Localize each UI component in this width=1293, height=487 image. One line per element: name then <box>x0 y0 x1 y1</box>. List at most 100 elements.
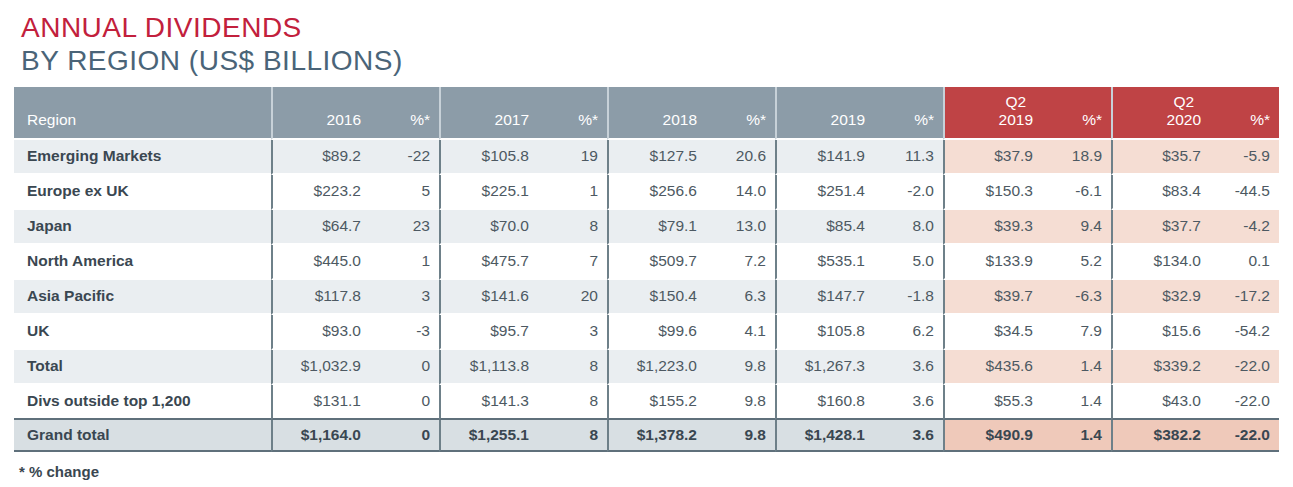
pct-cell: 3 <box>543 315 607 350</box>
value-cell: $1,428.1 <box>775 420 879 452</box>
pct-cell: 19 <box>543 140 607 175</box>
value-cell: $39.7 <box>943 280 1047 315</box>
pct-cell: -4.2 <box>1215 210 1279 245</box>
value-cell: $105.8 <box>775 315 879 350</box>
pct-cell: 20 <box>543 280 607 315</box>
pct-cell: -22.0 <box>1215 385 1279 420</box>
pct-cell: 8 <box>543 210 607 245</box>
pct-cell: 3 <box>375 280 439 315</box>
value-cell: $509.7 <box>607 245 711 280</box>
value-cell: $535.1 <box>775 245 879 280</box>
pct-cell: 3.6 <box>879 420 943 452</box>
value-cell: $85.4 <box>775 210 879 245</box>
pct-cell: -22.0 <box>1215 420 1279 452</box>
value-cell: $127.5 <box>607 140 711 175</box>
column-header-pct: %* <box>711 87 775 140</box>
pct-cell: -22 <box>375 140 439 175</box>
table-row: Divs outside top 1,200$131.10$141.38$155… <box>14 385 1279 420</box>
pct-cell: -1.8 <box>879 280 943 315</box>
table-row: Asia Pacific$117.83$141.620$150.46.3$147… <box>14 280 1279 315</box>
page: ANNUAL DIVIDENDS BY REGION (US$ BILLIONS… <box>0 0 1293 480</box>
pct-cell: 23 <box>375 210 439 245</box>
pct-cell: 0 <box>375 385 439 420</box>
pct-cell: 7.9 <box>1047 315 1111 350</box>
value-cell: $64.7 <box>271 210 375 245</box>
pct-cell: 20.6 <box>711 140 775 175</box>
pct-cell: 6.2 <box>879 315 943 350</box>
column-header-pct: %* <box>879 87 943 140</box>
value-cell: $70.0 <box>439 210 543 245</box>
column-header-2017: 2017 <box>439 87 543 140</box>
pct-cell: 13.0 <box>711 210 775 245</box>
value-cell: $490.9 <box>943 420 1047 452</box>
value-cell: $141.3 <box>439 385 543 420</box>
region-cell: Total <box>14 350 271 385</box>
region-cell: North America <box>14 245 271 280</box>
value-cell: $1,223.0 <box>607 350 711 385</box>
pct-cell: 4.1 <box>711 315 775 350</box>
dividends-table: Region2016%*2017%*2018%*2019%*Q22019%*Q2… <box>14 87 1279 452</box>
column-header-label: 2016 <box>327 111 361 129</box>
footnote: * % change <box>19 463 1279 480</box>
page-title: ANNUAL DIVIDENDS BY REGION (US$ BILLIONS… <box>21 12 1279 78</box>
value-cell: $445.0 <box>271 245 375 280</box>
region-cell: Grand total <box>14 420 271 452</box>
value-cell: $37.7 <box>1111 210 1215 245</box>
value-cell: $35.7 <box>1111 140 1215 175</box>
table-header-row: Region2016%*2017%*2018%*2019%*Q22019%*Q2… <box>14 87 1279 140</box>
pct-cell: 1.4 <box>1047 420 1111 452</box>
table-row: Emerging Markets$89.2-22$105.819$127.520… <box>14 140 1279 175</box>
pct-cell: 0 <box>375 350 439 385</box>
pct-cell: 5.2 <box>1047 245 1111 280</box>
value-cell: $1,255.1 <box>439 420 543 452</box>
pct-cell: 6.3 <box>711 280 775 315</box>
column-header-region: Region <box>14 87 271 140</box>
region-cell: UK <box>14 315 271 350</box>
value-cell: $150.3 <box>943 175 1047 210</box>
value-cell: $32.9 <box>1111 280 1215 315</box>
column-header-q2-2020: Q22020 <box>1111 87 1215 140</box>
pct-cell: 8 <box>543 350 607 385</box>
column-header-2018: 2018 <box>607 87 711 140</box>
pct-cell: -17.2 <box>1215 280 1279 315</box>
value-cell: $1,378.2 <box>607 420 711 452</box>
region-cell: Europe ex UK <box>14 175 271 210</box>
pct-cell: -2.0 <box>879 175 943 210</box>
value-cell: $105.8 <box>439 140 543 175</box>
pct-cell: 9.8 <box>711 350 775 385</box>
value-cell: $133.9 <box>943 245 1047 280</box>
value-cell: $475.7 <box>439 245 543 280</box>
value-cell: $83.4 <box>1111 175 1215 210</box>
column-header-q2-2019: Q22019 <box>943 87 1047 140</box>
value-cell: $256.6 <box>607 175 711 210</box>
column-header-pct: %* <box>1215 87 1279 140</box>
pct-cell: 1.4 <box>1047 350 1111 385</box>
pct-cell: 0 <box>375 420 439 452</box>
pct-cell: 8 <box>543 385 607 420</box>
pct-cell: 0.1 <box>1215 245 1279 280</box>
value-cell: $89.2 <box>271 140 375 175</box>
value-cell: $147.7 <box>775 280 879 315</box>
value-cell: $15.6 <box>1111 315 1215 350</box>
value-cell: $79.1 <box>607 210 711 245</box>
pct-cell: 9.8 <box>711 385 775 420</box>
value-cell: $225.1 <box>439 175 543 210</box>
column-header-pct: %* <box>543 87 607 140</box>
region-cell: Emerging Markets <box>14 140 271 175</box>
pct-cell: 5 <box>375 175 439 210</box>
table-header: Region2016%*2017%*2018%*2019%*Q22019%*Q2… <box>14 87 1279 140</box>
column-header-label: 2018 <box>663 111 697 129</box>
value-cell: $34.5 <box>943 315 1047 350</box>
pct-cell: 3.6 <box>879 350 943 385</box>
page-title-line2: BY REGION (US$ BILLIONS) <box>21 45 1279 78</box>
region-cell: Japan <box>14 210 271 245</box>
table-row: Europe ex UK$223.25$225.11$256.614.0$251… <box>14 175 1279 210</box>
pct-cell: -5.9 <box>1215 140 1279 175</box>
value-cell: $134.0 <box>1111 245 1215 280</box>
pct-cell: -22.0 <box>1215 350 1279 385</box>
value-cell: $155.2 <box>607 385 711 420</box>
pct-cell: 9.8 <box>711 420 775 452</box>
column-header-label: 2019 <box>831 111 865 129</box>
value-cell: $141.9 <box>775 140 879 175</box>
column-header-2016: 2016 <box>271 87 375 140</box>
